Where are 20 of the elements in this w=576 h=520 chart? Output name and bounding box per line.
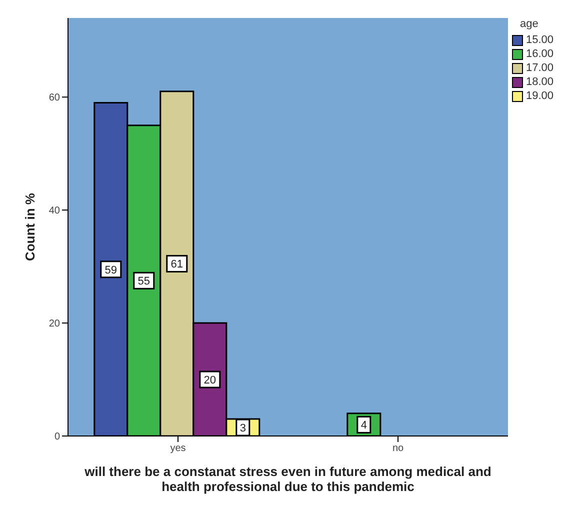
y-tick-label: 40 bbox=[48, 206, 60, 217]
x-axis-title: will there be a constanat stress even in future among medical and health professional due to this pandemic bbox=[84, 464, 492, 494]
legend-label: 15.00 bbox=[526, 34, 554, 46]
x-tick-label: no bbox=[392, 443, 404, 454]
legend-label: 16.00 bbox=[526, 48, 554, 60]
y-tick-label: 0 bbox=[54, 432, 60, 443]
y-tick-label: 20 bbox=[48, 318, 60, 330]
data-label: 61 bbox=[170, 258, 184, 271]
data-label: 3 bbox=[240, 422, 246, 435]
data-label: 55 bbox=[138, 276, 150, 288]
x-tick-label: yes bbox=[170, 443, 186, 454]
y-tick-label: 60 bbox=[48, 92, 60, 104]
y-axis-title: Count in % bbox=[22, 192, 38, 261]
legend-label: 19.00 bbox=[526, 90, 554, 102]
legend-label: 18.00 bbox=[526, 76, 554, 88]
data-label: 59 bbox=[104, 264, 118, 276]
data-label: 20 bbox=[204, 374, 216, 387]
legend-label: 17.00 bbox=[526, 62, 554, 74]
data-label: 4 bbox=[360, 420, 367, 432]
legend-title: age bbox=[520, 18, 540, 30]
